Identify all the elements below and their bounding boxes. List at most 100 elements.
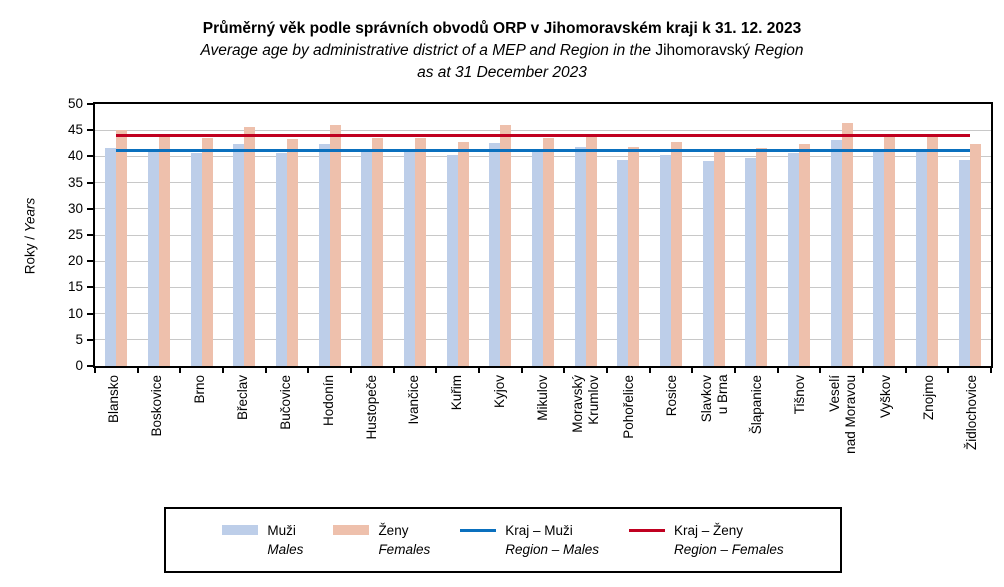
title-english-part2: Region xyxy=(750,42,804,59)
bar-females-9 xyxy=(457,142,469,366)
bar-females-4 xyxy=(244,127,256,366)
x-axis-label-18: Veselí nad Moravou xyxy=(822,375,865,483)
x-axis-label-20: Znojmo xyxy=(907,375,950,483)
legend-label-english-3: Region – Males xyxy=(505,542,600,557)
legend-bar-swatch-2 xyxy=(333,525,370,535)
x-axis-label-text-17: Tišnov xyxy=(792,375,808,415)
legend-entry-4: Kraj – Ženy Region – Females xyxy=(629,521,784,559)
y-axis-tick-45 xyxy=(87,129,95,132)
x-axis-tick-5 xyxy=(307,366,310,373)
x-axis-label-text-13: Pohořelice xyxy=(620,375,636,439)
x-axis-label-text-5: Bučovice xyxy=(277,375,293,430)
x-axis-label-text-18: Veselí nad Moravou xyxy=(827,375,859,454)
x-axis-tick-19 xyxy=(904,366,907,373)
x-axis-tick-20 xyxy=(947,366,950,373)
bar-group-9 xyxy=(436,104,479,366)
x-axis-label-14: Rosice xyxy=(650,375,693,483)
x-axis-label-text-21: Židlochovice xyxy=(963,375,979,451)
x-axis-tick-16 xyxy=(776,366,779,373)
legend-swatch-box-2 xyxy=(333,521,370,559)
bar-females-11 xyxy=(542,138,554,366)
x-axis-label-10: Kyjov xyxy=(479,375,522,483)
x-axis-tick-1 xyxy=(136,366,139,373)
y-axis-title-separator: / xyxy=(22,232,38,244)
x-axis-label-text-12: Moravský Krumlov xyxy=(569,375,601,433)
x-axis-label-12: Moravský Krumlov xyxy=(564,375,607,483)
bar-males-7 xyxy=(361,151,373,366)
bar-males-16 xyxy=(745,157,757,366)
x-axis-label-15: Slavkov u Brna xyxy=(693,375,736,483)
y-axis-title-english: Years xyxy=(22,197,38,233)
x-axis-label-21: Židlochovice xyxy=(950,375,993,483)
bar-group-16 xyxy=(735,104,778,366)
x-axis-label-text-16: Šlapanice xyxy=(749,375,765,435)
region-line-males xyxy=(116,149,970,153)
x-axis-tick-12 xyxy=(606,366,608,373)
y-axis-tick-label-30: 30 xyxy=(67,200,83,216)
bar-group-21 xyxy=(948,104,991,366)
bar-group-8 xyxy=(394,104,437,366)
legend-swatch-box-1 xyxy=(222,521,259,559)
legend-bar-swatch-1 xyxy=(222,525,259,535)
x-axis-label-2: Boskovice xyxy=(136,375,179,483)
legend-entry-2: Ženy Females xyxy=(333,521,430,559)
plot-area: 0 5 10 15 20 25 30 35 40 45 50 xyxy=(68,96,993,373)
x-axis-label-text-7: Hustopeče xyxy=(363,375,379,440)
title-english-region-name: Jihomoravský xyxy=(655,42,751,59)
bar-group-13 xyxy=(607,104,650,366)
bar-group-6 xyxy=(308,104,351,366)
bar-group-12 xyxy=(564,104,607,366)
bar-females-7 xyxy=(372,138,384,366)
bar-females-14 xyxy=(670,141,682,366)
y-axis-tick-label-10: 10 xyxy=(67,305,83,321)
x-axis-label-1: Blansko xyxy=(93,375,136,483)
x-axis-label-11: Mikulov xyxy=(522,375,565,483)
bar-females-21 xyxy=(969,144,981,366)
bar-females-1 xyxy=(116,130,128,366)
bar-males-15 xyxy=(702,160,714,366)
bar-group-18 xyxy=(820,104,863,366)
legend-texts-1: Muži Males xyxy=(267,521,303,559)
x-axis-label-19: Vyškov xyxy=(864,375,907,483)
y-axis-tick-label-50: 50 xyxy=(67,96,83,111)
x-axis-tick-21 xyxy=(990,366,992,373)
bar-group-7 xyxy=(351,104,394,366)
legend-texts-2: Ženy Females xyxy=(378,521,430,559)
x-axis-label-7: Hustopeče xyxy=(350,375,393,483)
bar-females-18 xyxy=(841,122,853,366)
x-axis-label-text-4: Břeclav xyxy=(235,375,251,421)
bar-males-1 xyxy=(105,147,117,366)
x-axis-label-5: Bučovice xyxy=(264,375,307,483)
bar-females-3 xyxy=(201,137,213,366)
bar-group-15 xyxy=(692,104,735,366)
x-axis-tick-4 xyxy=(264,366,267,373)
bar-females-8 xyxy=(414,137,426,366)
bar-group-11 xyxy=(522,104,565,366)
bar-group-19 xyxy=(863,104,906,366)
y-axis-tick-20 xyxy=(87,260,95,263)
bar-females-16 xyxy=(756,147,768,366)
bar-group-20 xyxy=(906,104,949,366)
x-axis-label-text-15: Slavkov u Brna xyxy=(698,375,730,423)
x-axis-tick-13 xyxy=(648,366,651,373)
y-axis-tick-50 xyxy=(87,103,95,105)
bar-males-17 xyxy=(787,153,799,366)
legend-label-czech-4: Kraj – Ženy xyxy=(674,523,744,538)
bar-males-20 xyxy=(915,151,927,366)
y-axis-title-czech: Roky xyxy=(22,243,38,275)
x-axis-tick-14 xyxy=(691,366,694,373)
bar-group-4 xyxy=(223,104,266,366)
bar-males-3 xyxy=(190,152,202,366)
x-axis-tick-11 xyxy=(563,366,566,373)
bar-males-19 xyxy=(873,151,885,366)
legend-texts-4: Kraj – Ženy Region – Females xyxy=(674,521,784,559)
bar-females-20 xyxy=(926,137,938,366)
x-axis-label-text-1: Blansko xyxy=(106,375,122,424)
y-axis-tick-40 xyxy=(87,155,95,158)
x-axis-label-4: Břeclav xyxy=(222,375,265,483)
x-axis-tick-7 xyxy=(392,366,395,373)
legend-label-czech-1: Muži xyxy=(267,523,296,538)
x-axis-tick-0 xyxy=(94,366,96,373)
bar-females-15 xyxy=(713,151,725,366)
y-axis-tick-label-35: 35 xyxy=(67,174,83,190)
